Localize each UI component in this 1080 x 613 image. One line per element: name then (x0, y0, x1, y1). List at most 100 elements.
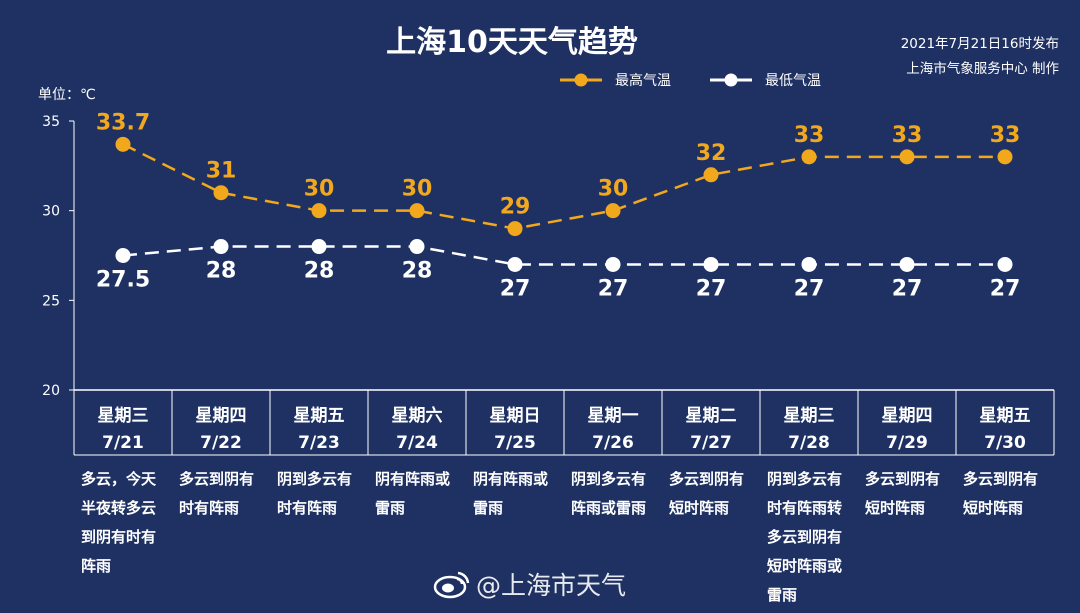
forecast-description: 到阴有时有 (81, 528, 156, 546)
series-low-point (213, 239, 229, 255)
series-low-value-label: 28 (206, 259, 237, 284)
weibo-icon (433, 571, 470, 599)
series-low-point (997, 256, 1013, 272)
series-high-point (213, 185, 229, 201)
series-low-value-label: 27 (500, 276, 531, 301)
forecast-description: 时有阵雨 (179, 499, 239, 517)
weekday-label: 星期六 (392, 405, 443, 426)
series-low-value-label: 28 (402, 259, 433, 284)
series-low-point (507, 256, 523, 272)
legend-high-marker (574, 73, 588, 87)
forecast-description: 多云到阴有 (767, 528, 842, 546)
series-low-point (801, 256, 817, 272)
date-label: 7/24 (396, 433, 438, 453)
series-high-value-label: 33.7 (96, 110, 150, 135)
series-low-line (122, 245, 1005, 266)
weekday-label: 星期二 (686, 406, 737, 426)
series-low-point (605, 256, 621, 272)
forecast-description: 短时阵雨或 (767, 557, 842, 575)
series-low-value-label: 27 (892, 276, 923, 301)
series-high-value-label: 31 (206, 159, 237, 184)
date-label: 7/22 (200, 433, 242, 453)
series-high-point (507, 221, 523, 237)
weekday-label: 星期日 (490, 406, 541, 426)
series-high-value-label: 33 (892, 123, 923, 148)
forecast-description: 多云到阴有 (963, 470, 1038, 488)
series-low: 27.5 28 28 28 27 27 27 27 27 27 (96, 239, 1020, 301)
series-high-point (311, 203, 327, 219)
series-high-value-label: 30 (598, 177, 629, 202)
watermark: @上海市天气 (433, 571, 626, 600)
series-high-point (899, 149, 915, 165)
series-high-point (115, 136, 131, 152)
weekday-label: 星期三 (784, 406, 835, 426)
forecast-description: 阵雨或雷雨 (571, 499, 646, 517)
legend-low-label: 最低气温 (765, 73, 821, 89)
series-low-value-label: 27 (794, 276, 825, 301)
series-high-value-label: 33 (794, 123, 825, 148)
forecast-description: 雷雨 (473, 499, 503, 517)
series-low-value-label: 27 (990, 276, 1021, 301)
series-low-value-label: 27 (696, 276, 727, 301)
weekday-label: 星期一 (588, 406, 639, 426)
series-high-value-label: 33 (990, 123, 1021, 148)
forecast-description: 阴到多云有 (571, 470, 646, 488)
series-high-point (703, 167, 719, 183)
forecast-description: 半夜转多云 (81, 499, 156, 517)
forecast-description: 阴到多云有 (277, 470, 352, 488)
forecast-description: 雷雨 (375, 499, 405, 517)
forecast-description: 短时阵雨 (865, 499, 925, 517)
forecast-description: 雷雨 (767, 586, 797, 604)
publish-time: 2021年7月21日16时发布 (901, 36, 1059, 52)
weekday-label: 星期四 (196, 406, 247, 426)
date-label: 7/27 (690, 433, 732, 453)
y-tick-label: 35 (42, 114, 60, 130)
series-high: 33.7 31 30 30 29 30 32 33 33 33 (96, 110, 1021, 237)
forecast-description: 多云，今天 (81, 470, 157, 488)
page-title: 上海10天天气趋势 (386, 25, 638, 60)
forecast-description: 阵雨 (81, 557, 111, 575)
series-high-value-label: 30 (402, 177, 433, 202)
date-label: 7/21 (102, 433, 144, 453)
legend: 最高气温 最低气温 (560, 72, 821, 89)
date-label: 7/25 (494, 433, 536, 453)
series-high-value-label: 29 (500, 195, 531, 220)
date-label: 7/29 (886, 433, 928, 453)
y-tick-label: 30 (42, 204, 60, 220)
series-low-point (311, 239, 327, 255)
series-high-value-label: 32 (696, 141, 727, 166)
series-low-value-label: 27 (598, 276, 629, 301)
series-low-point (115, 248, 131, 263)
y-tick-label: 25 (42, 293, 60, 309)
series-low-value-label: 28 (304, 259, 335, 284)
forecast-description: 阴有阵雨或 (375, 470, 450, 488)
y-tick-label: 20 (42, 383, 60, 399)
series-high-value-label: 30 (304, 177, 335, 202)
forecast-description: 多云到阴有 (179, 470, 254, 488)
unit-label: 单位：℃ (38, 87, 96, 103)
weekday-label: 星期五 (294, 406, 345, 426)
forecast-description: 短时阵雨 (963, 499, 1023, 517)
series-low-point (409, 239, 425, 255)
series-low-value-label: 27.5 (96, 268, 150, 293)
weekday-label: 星期五 (980, 406, 1031, 426)
forecast-description: 阴到多云有 (767, 470, 842, 488)
series-low-point (899, 256, 915, 272)
date-label: 7/30 (984, 433, 1026, 453)
forecast-description: 短时阵雨 (669, 499, 729, 517)
series-high-point (801, 149, 817, 165)
producer-credit: 上海市气象服务中心 制作 (906, 60, 1059, 77)
series-high-line (122, 143, 1005, 230)
day-columns: 星期三 星期四 星期五 星期六 星期日 星期一 星期二 星期三 星期四 星期五 7/21 7/22 7/… (73, 390, 1055, 604)
forecast-description: 多云到阴有 (669, 470, 744, 488)
date-label: 7/28 (788, 433, 830, 453)
weekday-label: 星期三 (98, 406, 149, 426)
series-high-point (409, 203, 425, 219)
legend-high-label: 最高气温 (615, 72, 671, 89)
forecast-description: 时有阵雨转 (767, 499, 842, 517)
series-high-point (605, 203, 621, 219)
series-low-point (703, 256, 719, 272)
series-high-point (997, 149, 1013, 165)
